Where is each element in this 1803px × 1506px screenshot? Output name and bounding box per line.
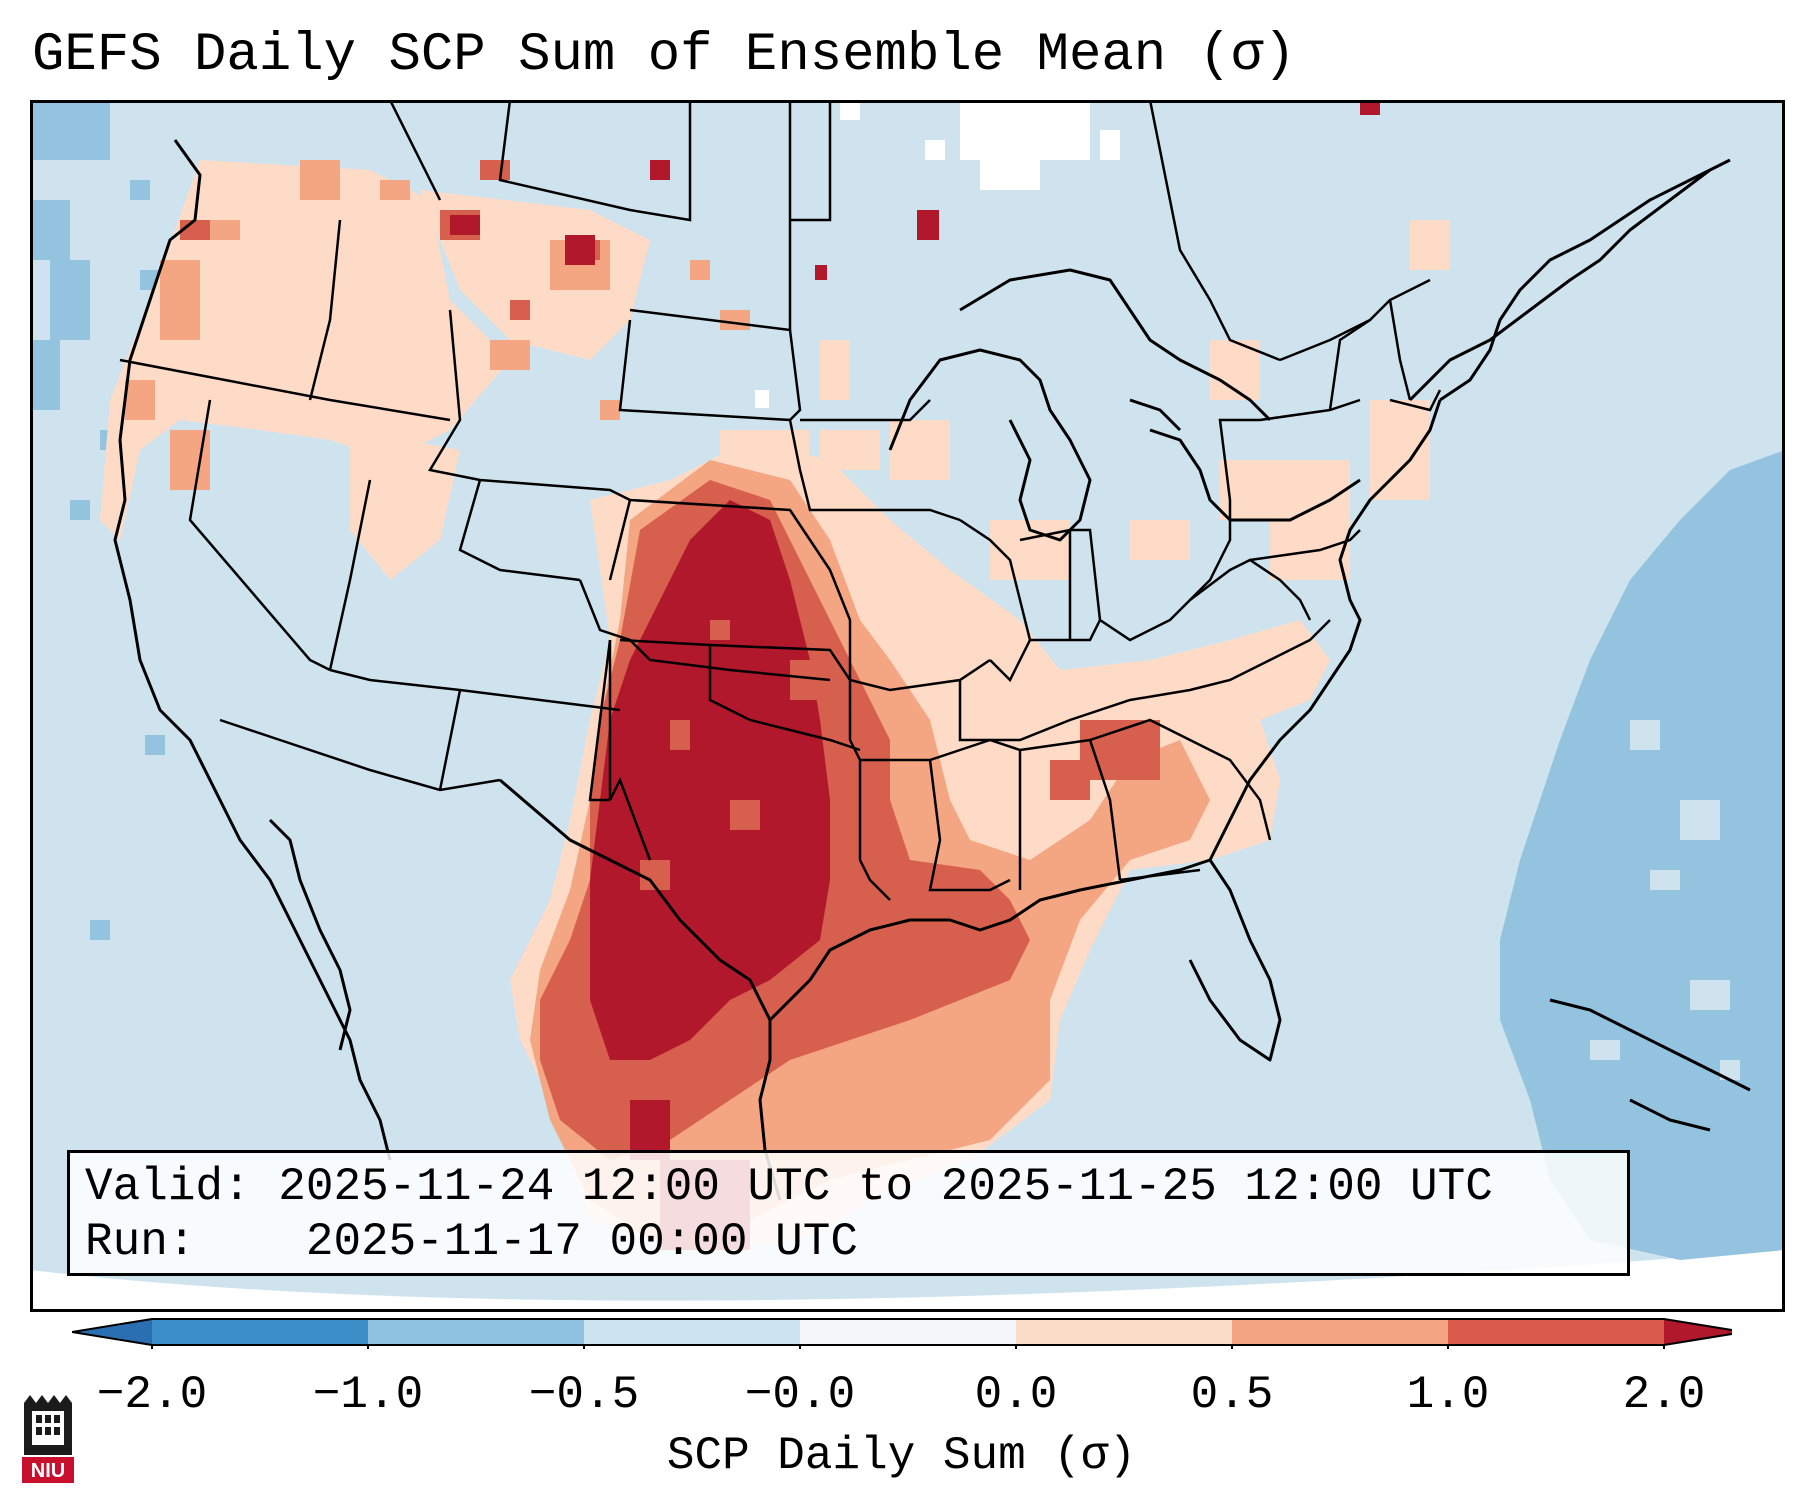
globe-edge-white <box>30 1250 1785 1312</box>
run-label: Run: <box>85 1216 196 1268</box>
run-time: 2025-11-17 00:00 UTC <box>305 1216 858 1268</box>
map-panel <box>30 100 1785 1312</box>
northern-extreme-positive <box>450 100 1380 280</box>
southern-plains-extreme-positive <box>590 500 830 1060</box>
valid-run-info-box: Valid: 2025-11-24 12:00 UTC to 2025-11-2… <box>67 1150 1630 1276</box>
figure-title: GEFS Daily SCP Sum of Ensemble Mean (σ) <box>32 25 1296 86</box>
valid-label: Valid: <box>85 1161 251 1213</box>
logo-text: NIU <box>31 1460 65 1482</box>
coastlines <box>113 139 1751 1201</box>
colorbar-bin-5 <box>1232 1319 1448 1345</box>
colorbar-bin-4 <box>1016 1319 1232 1345</box>
zero-anomaly-canada <box>755 100 1120 408</box>
colorbar-bin-2 <box>584 1319 800 1345</box>
map-frame <box>30 100 1785 1312</box>
colorbar-tick-label: 2.0 <box>1622 1369 1706 1421</box>
colorbar-tick-label: −0.0 <box>744 1369 856 1421</box>
colorbar-tick-label: −1.0 <box>312 1369 424 1421</box>
midwest-scatter-positive <box>720 220 1450 580</box>
colorbar-extend-low <box>72 1319 152 1345</box>
colorbar-tick-label: −2.0 <box>96 1369 208 1421</box>
state-borders <box>119 100 1442 901</box>
colorbar-tick-label: 0.5 <box>1190 1369 1274 1421</box>
colorbar-extend-high <box>1664 1319 1732 1345</box>
colorbar <box>72 1318 1732 1349</box>
niu-logo: NIU <box>22 1395 74 1483</box>
colorbar-bin-1 <box>368 1319 584 1345</box>
atlantic-negative-anomaly <box>1500 450 1785 1260</box>
colorbar-bin-3 <box>800 1319 1016 1345</box>
atlantic-speckle <box>1590 720 1740 1080</box>
colorbar-tick-label: −0.5 <box>528 1369 640 1421</box>
colorbar-bin-6 <box>1448 1319 1664 1345</box>
colorbar-tick-label: 0.0 <box>974 1369 1058 1421</box>
colorbar-label: SCP Daily Sum (σ) <box>666 1430 1137 1482</box>
colorbar-bin-0 <box>152 1319 368 1345</box>
colorbar-tick-label: 1.0 <box>1406 1369 1490 1421</box>
extreme-positive-texas-speckle <box>640 620 820 890</box>
valid-time-range: 2025-11-24 12:00 UTC to 2025-11-25 12:00… <box>278 1161 1493 1213</box>
